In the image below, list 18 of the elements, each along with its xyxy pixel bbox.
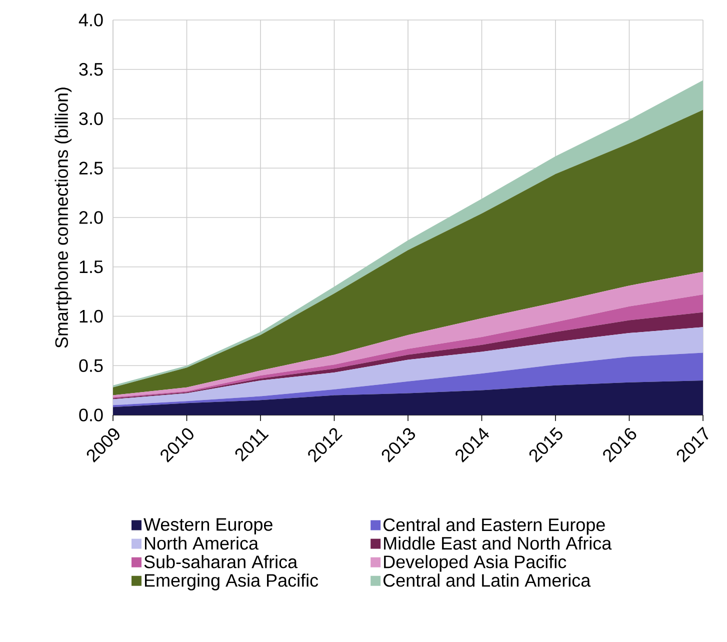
y-tick-label: 1.5 (80, 260, 103, 274)
legend-label: Western Europe (144, 518, 272, 534)
y-tick-label: 4.0 (78, 14, 103, 26)
legend-label: Central and Latin America (383, 574, 591, 587)
y-tick-label: 0.5 (79, 359, 103, 372)
legend-label: Emerging Asia Pacific (144, 574, 318, 590)
y-tick-label: 1.0 (80, 310, 103, 323)
legend-label: Developed Asia Pacific (384, 555, 566, 572)
y-axis-title: Smartphone connections (billion) (54, 88, 72, 348)
y-tick-label: 0.0 (79, 408, 103, 422)
y-tick-label: 3.5 (79, 62, 103, 76)
y-tick-label: 2.0 (79, 211, 103, 224)
legend-label: Sub-saharan Africa (144, 555, 298, 568)
y-tick-label: 2.5 (79, 162, 103, 174)
legend-label: Middle East and North Africa (384, 536, 612, 550)
legend-label: Central and Eastern Europe (383, 518, 605, 535)
legend-label: North America (144, 536, 259, 550)
y-tick-label: 3.0 (79, 112, 103, 126)
